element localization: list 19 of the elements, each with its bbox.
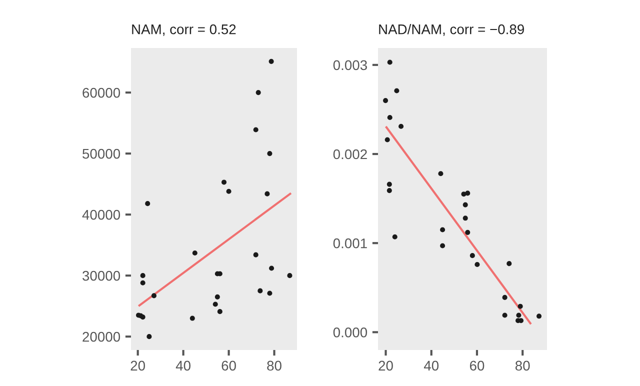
x-tick-label: 80 — [515, 360, 530, 371]
chart-title: NAD/NAM, corr = −0.89 — [379, 24, 524, 36]
x-tick-label: 80 — [267, 360, 282, 371]
y-tick-label: 30000 — [82, 270, 120, 281]
x-tick-label: 20 — [130, 360, 146, 371]
y-tick-label: 0.003 — [333, 60, 367, 70]
y-tick-label: 0.000 — [333, 328, 368, 338]
x-tick-label: 60 — [222, 360, 236, 371]
chart-title: NAM, corr = 0.52 — [132, 24, 236, 36]
y-tick-label: 40000 — [82, 210, 120, 220]
y-tick-label: 60000 — [82, 88, 120, 98]
y-tick-label: 0.002 — [333, 149, 367, 160]
y-tick-label: 50000 — [82, 148, 120, 159]
x-tick-label: 60 — [470, 360, 484, 371]
x-tick-label: 40 — [424, 360, 439, 371]
x-tick-label: 20 — [378, 360, 393, 371]
y-tick-label: 0.001 — [333, 238, 367, 248]
x-tick-label: 40 — [176, 360, 190, 371]
y-tick-label: 20000 — [82, 332, 120, 342]
